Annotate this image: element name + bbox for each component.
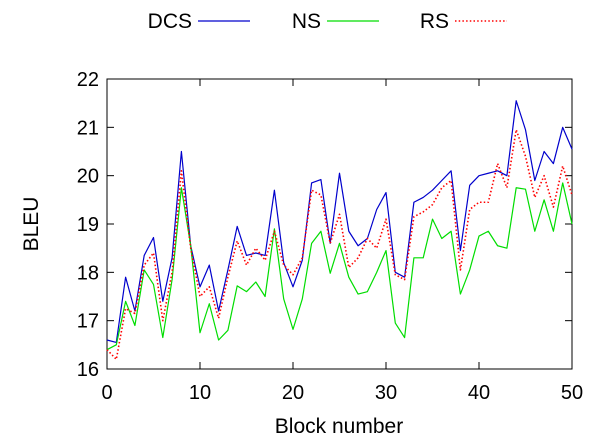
- x-tick-label: 40: [468, 382, 490, 404]
- series-line-rs: [106, 128, 573, 361]
- y-tick-label: 19: [77, 214, 99, 236]
- x-tick-label: 20: [282, 382, 304, 404]
- y-tick-label: 22: [77, 69, 99, 91]
- y-tick-label: 21: [77, 117, 99, 139]
- axis-ticks: 0 10 20 30 40 50 16 17 18 19 20 21 22: [77, 69, 583, 404]
- y-tick-label: 16: [77, 359, 99, 381]
- legend-label-rs: RS: [420, 10, 449, 33]
- x-tick-label: 10: [189, 382, 211, 404]
- y-tick-label: 17: [77, 311, 99, 333]
- series-line-ns: [106, 182, 573, 351]
- y-tick-label: 20: [77, 166, 99, 188]
- series-lines: [106, 100, 573, 361]
- y-axis-title: BLEU: [20, 197, 43, 252]
- legend-label-ns: NS: [292, 10, 321, 33]
- plot-frame: [106, 78, 573, 370]
- x-tick-label: 50: [561, 382, 583, 404]
- y-tick-label: 18: [77, 262, 99, 284]
- legend-label-dcs: DCS: [148, 10, 192, 33]
- x-tick-label: 0: [101, 382, 112, 404]
- x-axis-title: Block number: [275, 415, 403, 438]
- x-tick-label: 30: [375, 382, 397, 404]
- legend: DCS NS RS: [148, 10, 507, 33]
- series-line-dcs: [106, 100, 573, 344]
